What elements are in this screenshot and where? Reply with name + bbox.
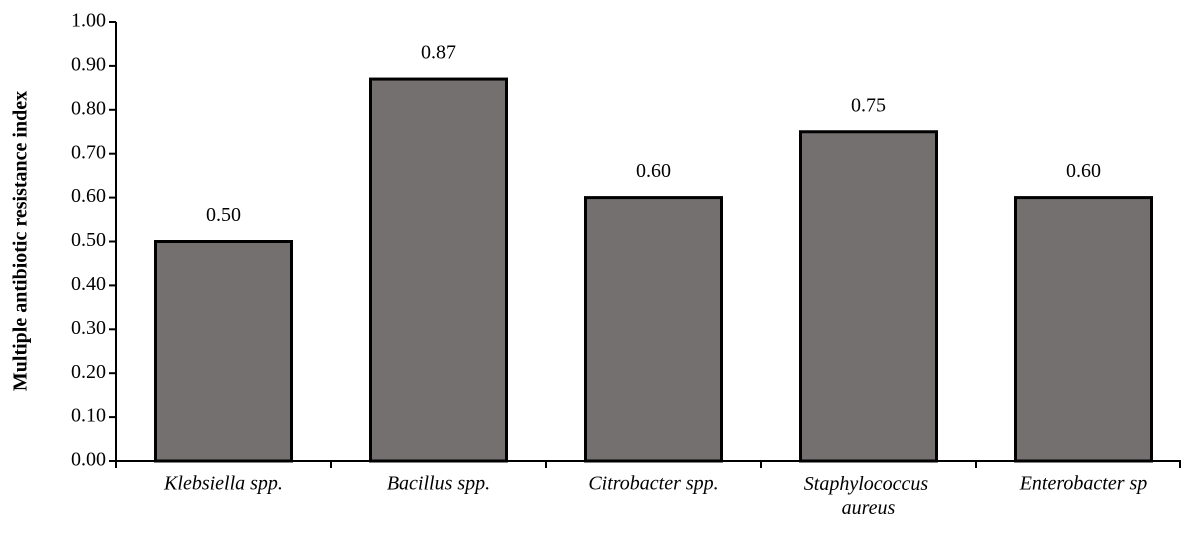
x-tick-label: Enterobacter sp [1019,473,1148,495]
data-label: 0.87 [421,42,456,64]
y-tick-label: 1.00 [71,10,106,32]
bar [369,77,508,463]
x-tick-label: Citrobacter spp. [588,473,718,495]
y-tick-label: 0.00 [71,449,106,471]
x-tick-label: Bacillus spp. [387,473,490,495]
y-tick-label: 0.50 [71,229,106,251]
y-axis-label: Multiple antibiotic resistance index [10,91,32,391]
y-tick-label: 0.20 [71,361,106,383]
data-label: 0.60 [636,160,671,182]
y-tick-label: 0.60 [71,185,106,207]
data-label: 0.60 [1066,160,1101,182]
y-tick-label: 0.40 [71,273,106,295]
data-label: 0.75 [851,94,886,116]
bar [1014,196,1153,463]
data-label: 0.50 [206,204,241,226]
x-tick-label: Staphylococcus aureus [804,473,933,519]
y-tick-label: 0.90 [71,53,106,75]
bar [584,196,723,463]
bar [154,240,293,463]
y-tick-label: 0.10 [71,405,106,427]
x-tick-label: Klebsiella spp. [163,473,283,495]
bar [799,130,938,463]
y-tick-label: 0.80 [71,97,106,119]
y-tick-label: 0.70 [71,141,106,163]
y-tick-label: 0.30 [71,317,106,339]
